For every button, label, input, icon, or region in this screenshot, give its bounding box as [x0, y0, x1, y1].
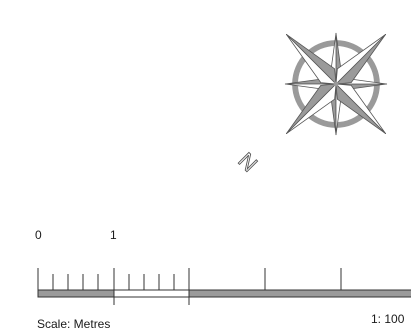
scale-tick-label-0: 0 [35, 228, 42, 242]
scale-segment-1 [113, 289, 190, 298]
compass-rose-icon [284, 32, 388, 136]
scale-segment-2 [188, 289, 411, 298]
north-label: N [234, 148, 262, 176]
north-marker: N [234, 148, 262, 176]
scale-ratio-label: 1: 100 [371, 312, 405, 326]
compass-primary-points [285, 33, 387, 135]
scale-bar [37, 268, 411, 305]
scale-segment-0 [37, 289, 115, 298]
scale-tick-label-1: 1 [110, 228, 117, 242]
scale-unit-label: Scale: Metres [37, 317, 111, 331]
scale-minor-ticks [37, 268, 342, 305]
